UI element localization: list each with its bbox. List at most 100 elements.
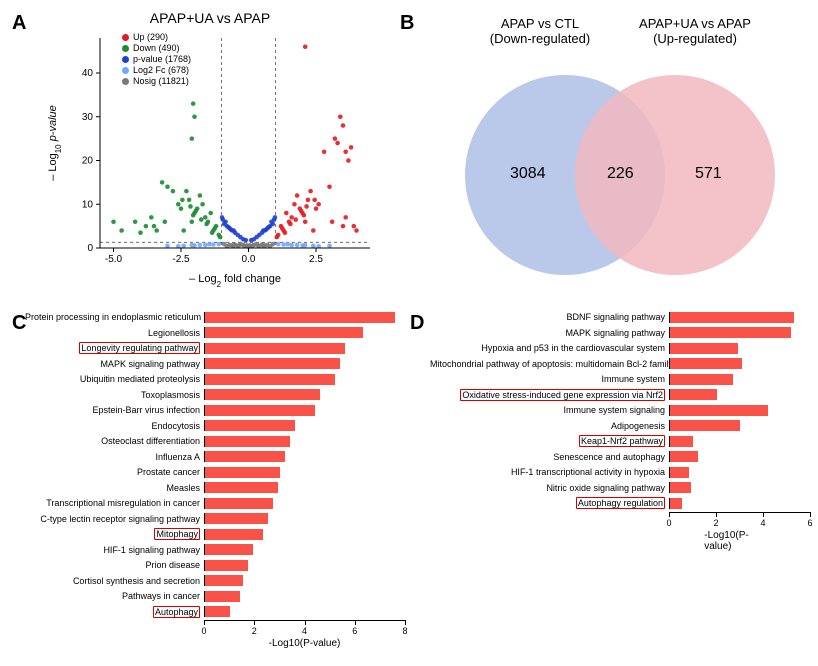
bar-track bbox=[204, 482, 405, 493]
bar-row: MAPK signaling pathway bbox=[430, 326, 810, 340]
bar-track bbox=[669, 482, 810, 493]
legend-item: Up (290) bbox=[122, 32, 191, 43]
venn-right-title: APAP+UA vs APAP (Up-regulated) bbox=[610, 16, 780, 46]
bar-row: Senescence and autophagy bbox=[430, 450, 810, 464]
bar-row: Immune system bbox=[430, 372, 810, 386]
bar-label: Transcriptional misregulation in cancer bbox=[25, 498, 204, 508]
bar-row: Epstein-Barr virus infection bbox=[25, 403, 405, 417]
bar-track bbox=[204, 374, 405, 385]
bar-track bbox=[204, 343, 405, 354]
bar-row: MAPK signaling pathway bbox=[25, 357, 405, 371]
venn-right-title-l1: APAP+UA vs APAP bbox=[639, 16, 751, 31]
bar bbox=[670, 420, 740, 431]
bar bbox=[670, 482, 691, 493]
panel-d-label: D bbox=[410, 312, 424, 335]
bar-label: Prostate cancer bbox=[25, 467, 204, 477]
svg-text:0: 0 bbox=[87, 243, 93, 254]
panel-d-barchart: BDNF signaling pathway MAPK signaling pat… bbox=[430, 310, 810, 510]
venn-left-title-l2: (Down-regulated) bbox=[490, 31, 590, 46]
bar-track bbox=[669, 420, 810, 431]
bar-label: Cortisol synthesis and secretion bbox=[25, 576, 204, 586]
legend-item: Log2 Fc (678) bbox=[122, 65, 191, 76]
bar-track bbox=[204, 544, 405, 555]
panel-c-barchart: Protein processing in endoplasmic reticu… bbox=[25, 310, 405, 619]
bar-track bbox=[669, 327, 810, 338]
bar-track bbox=[669, 343, 810, 354]
panel-c: Protein processing in endoplasmic reticu… bbox=[25, 310, 405, 660]
bar bbox=[670, 343, 738, 354]
bar-row: Longevity regulating pathway bbox=[25, 341, 405, 355]
bar-track bbox=[204, 560, 405, 571]
bar bbox=[205, 374, 335, 385]
bar-label: Protein processing in endoplasmic reticu… bbox=[25, 312, 204, 322]
volcano-plot: -5.0-2.50.02.5010203040– Log2 fold chang… bbox=[40, 28, 380, 288]
bar bbox=[205, 482, 278, 493]
bar-label: BDNF signaling pathway bbox=[430, 312, 669, 322]
bar-row: Prion disease bbox=[25, 558, 405, 572]
bar bbox=[205, 606, 230, 617]
panel-b: APAP vs CTL (Down-regulated) APAP+UA vs … bbox=[410, 10, 800, 290]
bar-row: Autophagy bbox=[25, 605, 405, 619]
bar bbox=[205, 498, 273, 509]
bar-row: BDNF signaling pathway bbox=[430, 310, 810, 324]
bar-label: Immune system bbox=[430, 374, 669, 384]
bar-track bbox=[204, 436, 405, 447]
bar-label: MAPK signaling pathway bbox=[25, 359, 204, 369]
bar-label: Endocytosis bbox=[25, 421, 204, 431]
panel-c-axis: 02468-Log10(P-value) bbox=[204, 620, 405, 650]
bar-row: HIF-1 signaling pathway bbox=[25, 543, 405, 557]
svg-text:20: 20 bbox=[82, 156, 94, 167]
bar bbox=[670, 436, 693, 447]
bar-label: Toxoplasmosis bbox=[25, 390, 204, 400]
bar-track bbox=[669, 312, 810, 323]
bar bbox=[670, 312, 794, 323]
svg-text:30: 30 bbox=[82, 112, 94, 123]
bar-row: C-type lectin receptor signaling pathway bbox=[25, 512, 405, 526]
svg-text:– Log10 p-value: – Log10 p-value bbox=[47, 105, 63, 181]
bar-label: Adipogenesis bbox=[430, 421, 669, 431]
bar-track bbox=[204, 467, 405, 478]
bar-label: Autophagy bbox=[25, 606, 204, 618]
bar bbox=[205, 560, 248, 571]
legend-item: p-value (1768) bbox=[122, 54, 191, 65]
bar-label: Immune system signaling bbox=[430, 405, 669, 415]
bar-track bbox=[204, 513, 405, 524]
venn-left-title-l1: APAP vs CTL bbox=[501, 16, 579, 31]
bar-track bbox=[669, 451, 810, 462]
bar-track bbox=[204, 420, 405, 431]
bar bbox=[205, 544, 253, 555]
bar-row: Endocytosis bbox=[25, 419, 405, 433]
bar-row: Oxidative stress-induced gene expression… bbox=[430, 388, 810, 402]
bar-track bbox=[669, 358, 810, 369]
bar-row: Legionellosis bbox=[25, 326, 405, 340]
bar-track bbox=[204, 389, 405, 400]
bar-track bbox=[204, 575, 405, 586]
bar-label: Influenza A bbox=[25, 452, 204, 462]
svg-text:10: 10 bbox=[82, 199, 94, 210]
bar bbox=[205, 436, 290, 447]
bar-track bbox=[669, 436, 810, 447]
bar bbox=[205, 575, 243, 586]
bar bbox=[205, 389, 320, 400]
venn-overlap-count: 226 bbox=[607, 165, 634, 183]
bar-row: Ubiquitin mediated proteolysis bbox=[25, 372, 405, 386]
bar-track bbox=[669, 405, 810, 416]
bar-row: Measles bbox=[25, 481, 405, 495]
svg-text:40: 40 bbox=[82, 68, 94, 79]
bar bbox=[670, 358, 742, 369]
bar-track bbox=[204, 591, 405, 602]
venn-right-count: 571 bbox=[695, 165, 722, 183]
bar-row: Toxoplasmosis bbox=[25, 388, 405, 402]
bar-label: Osteoclast differentiation bbox=[25, 436, 204, 446]
bar-row: Protein processing in endoplasmic reticu… bbox=[25, 310, 405, 324]
bar-label: Legionellosis bbox=[25, 328, 204, 338]
bar-track bbox=[204, 606, 405, 617]
bar bbox=[670, 405, 768, 416]
bar-row: Osteoclast differentiation bbox=[25, 434, 405, 448]
bar-label: Measles bbox=[25, 483, 204, 493]
bar-track bbox=[204, 529, 405, 540]
legend-item: Nosig (11821) bbox=[122, 76, 191, 87]
bar-label: Longevity regulating pathway bbox=[25, 342, 204, 354]
venn-left-title: APAP vs CTL (Down-regulated) bbox=[455, 16, 625, 46]
bar-row: Keap1-Nrf2 pathway bbox=[430, 434, 810, 448]
